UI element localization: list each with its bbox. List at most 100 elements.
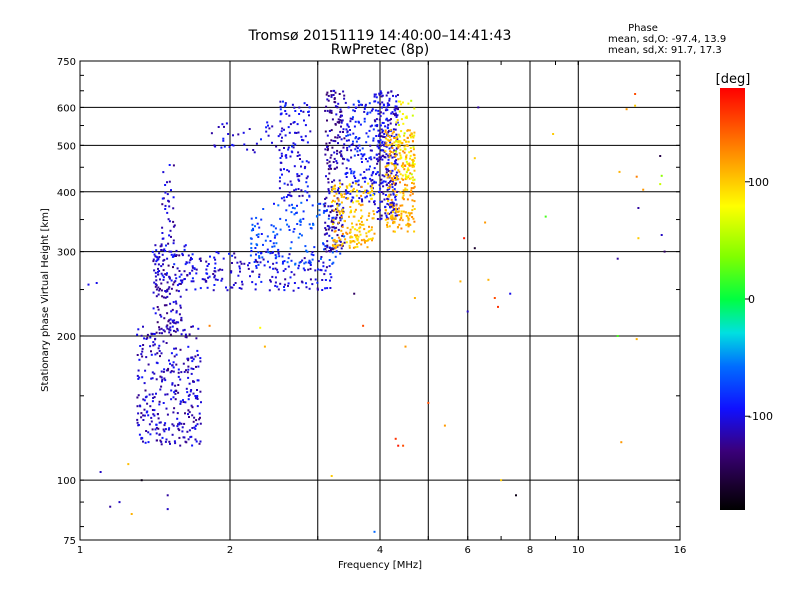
data-point [327,177,330,180]
data-point [297,267,300,270]
data-point [190,389,193,391]
data-point [269,279,272,282]
data-point [153,414,156,417]
data-point [394,437,397,440]
data-point [331,204,334,207]
data-point [285,196,288,198]
data-point [157,417,160,420]
data-point [381,174,384,177]
data-point [272,242,275,245]
data-point [157,293,160,296]
data-point [388,175,391,178]
data-point [290,271,293,274]
data-point [386,218,389,221]
data-point [339,119,342,122]
data-point [404,183,406,186]
data-point [165,438,168,441]
data-point [153,253,156,256]
data-point [381,131,384,134]
y-tick-label: 300 [57,248,76,259]
data-point [227,133,230,135]
data-point [155,432,158,435]
data-point [356,150,359,153]
data-point [314,269,317,272]
data-point [144,441,147,444]
data-point [391,183,394,186]
data-point [168,164,171,166]
data-point [385,216,388,219]
data-point [360,223,363,226]
data-point [389,153,391,156]
data-point [368,129,371,132]
data-point [257,236,260,238]
data-point [400,227,403,230]
data-point [381,101,384,104]
data-point [208,324,211,327]
data-point [398,135,401,138]
data-point [378,191,381,194]
data-point [296,173,299,176]
data-point [283,128,285,131]
data-point [349,168,352,171]
data-point [184,263,187,266]
data-point [323,248,325,251]
data-point [207,276,210,279]
data-point [194,424,197,427]
data-point [303,269,306,272]
data-point [356,190,359,193]
data-point [384,109,387,112]
data-point [275,261,278,264]
data-point [183,270,186,273]
data-point [168,319,171,322]
data-point [230,270,233,273]
data-point [284,102,287,105]
data-point [371,190,373,193]
data-point [405,115,408,118]
data-point [394,196,397,199]
data-point [331,244,334,247]
data-point [384,125,387,128]
data-point [283,199,286,202]
y-tick-label: 750 [57,57,76,68]
data-point [324,148,327,151]
data-point [324,227,327,230]
data-point [393,149,396,152]
data-point [279,176,281,179]
data-point [379,187,382,190]
data-point [390,198,393,201]
data-point [196,354,199,357]
data-point [290,241,293,244]
data-point [191,266,194,269]
data-point [368,225,370,228]
data-point [377,207,380,209]
data-point [350,156,353,159]
data-point [158,256,161,258]
data-point [410,173,413,176]
data-point [397,210,400,213]
data-point [172,424,175,427]
data-point [370,179,373,182]
data-point [192,392,195,395]
data-point [190,404,193,407]
data-point [301,259,304,262]
data-point [290,150,293,153]
data-point [338,93,341,95]
data-point [166,327,169,330]
data-point [322,242,324,245]
data-point [153,269,156,272]
data-point [272,262,275,265]
data-point [391,142,394,145]
data-point [152,291,155,294]
data-point [223,125,225,128]
data-point [306,185,309,188]
data-point [176,425,179,428]
data-point [391,186,394,189]
data-point [357,200,360,203]
data-point [167,242,170,245]
data-point [329,250,331,253]
data-point [335,244,338,247]
data-point [161,332,163,335]
data-point [157,267,159,270]
data-point [225,122,228,125]
data-point [389,150,392,153]
